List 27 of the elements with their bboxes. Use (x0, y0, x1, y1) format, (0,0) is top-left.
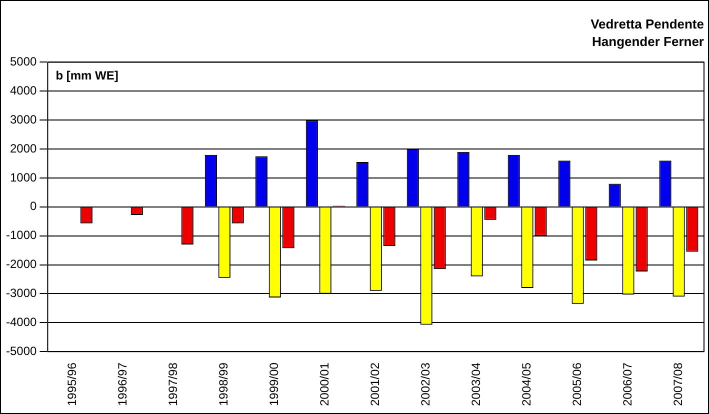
x-tick-label: 2002/03 (418, 362, 433, 406)
x-tick-label: 1997/98 (166, 362, 180, 406)
y-tick-label: 5000 (10, 54, 38, 69)
x-tick-label: 1999/00 (267, 362, 282, 406)
annotation: b [mm WE] (56, 68, 118, 83)
x-tick-label: 1998/99 (216, 362, 231, 406)
y-tick-label: -5000 (6, 344, 38, 358)
y-tick-label: 3000 (10, 112, 38, 126)
y-tick-label: 1000 (10, 170, 38, 184)
x-tick-label: 2004/05 (520, 362, 534, 406)
x-tick-label: 1995/96 (65, 362, 80, 406)
x-tick-label: 2007/08 (671, 362, 686, 406)
y-tick-label: -4000 (6, 314, 38, 329)
y-tick-label: -2000 (6, 257, 38, 272)
chart-title: Vedretta Pendente (590, 16, 704, 32)
x-tick-label: 1996/97 (116, 362, 130, 406)
y-tick-label: -3000 (6, 286, 38, 300)
chart-subtitle: Hangender Ferner (592, 34, 704, 49)
y-tick-label: -1000 (6, 228, 38, 242)
y-tick-label: 0 (30, 199, 38, 214)
y-tick-label: 2000 (10, 141, 38, 156)
x-tick-label: 2005/06 (570, 362, 584, 406)
x-tick-label: 2000/01 (318, 362, 332, 406)
x-tick-label: 2003/04 (469, 362, 484, 406)
y-tick-label: 4000 (10, 83, 38, 98)
x-tick-label: 2001/02 (368, 362, 382, 406)
x-tick-label: 2006/07 (620, 362, 635, 406)
